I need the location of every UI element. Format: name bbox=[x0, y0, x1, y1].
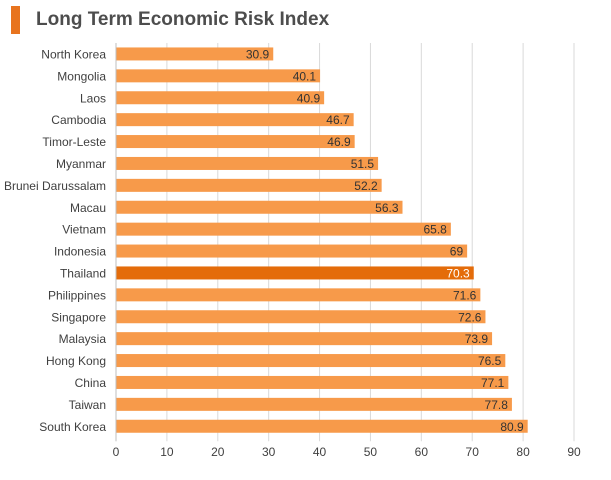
category-label: Philippines bbox=[48, 288, 106, 302]
bar-thailand bbox=[116, 266, 474, 280]
bar-china bbox=[116, 375, 509, 389]
data-label: 70.3 bbox=[446, 266, 470, 280]
x-tick-label: 40 bbox=[313, 445, 327, 459]
category-label: Mongolia bbox=[57, 69, 106, 83]
category-label: North Korea bbox=[41, 47, 106, 61]
category-label: Hong Kong bbox=[46, 354, 106, 368]
bar-macau bbox=[116, 200, 403, 214]
data-label: 65.8 bbox=[423, 223, 447, 237]
category-label: Indonesia bbox=[54, 245, 106, 259]
category-label: Macau bbox=[70, 201, 106, 215]
bar-philippines bbox=[116, 288, 481, 302]
bar-mongolia bbox=[116, 69, 321, 83]
chart-title: Long Term Economic Risk Index bbox=[36, 9, 330, 30]
category-label: China bbox=[75, 376, 107, 390]
data-label: 76.5 bbox=[478, 354, 502, 368]
data-label: 46.9 bbox=[327, 135, 351, 149]
bars: 30.9 40.1 40.9 46.7 46.951.5 52.2 56.3 65.869 70… bbox=[116, 47, 528, 434]
category-label: Cambodia bbox=[51, 113, 106, 127]
category-label: Timor-Leste bbox=[42, 135, 106, 149]
x-tick-label: 50 bbox=[364, 445, 378, 459]
x-tick-label: 0 bbox=[113, 445, 120, 459]
category-label: South Korea bbox=[39, 420, 106, 434]
category-label: Laos bbox=[80, 91, 106, 105]
x-tick-label: 60 bbox=[415, 445, 429, 459]
bar-vietnam bbox=[116, 222, 451, 236]
x-tick-label: 10 bbox=[160, 445, 174, 459]
data-label: 73.9 bbox=[465, 332, 489, 346]
x-tick-label: 70 bbox=[466, 445, 480, 459]
bar-south-korea bbox=[116, 419, 528, 433]
data-label: 77.8 bbox=[485, 398, 509, 412]
bar-malaysia bbox=[116, 332, 493, 346]
category-label: Thailand bbox=[60, 266, 106, 280]
bar-hong-kong bbox=[116, 354, 506, 368]
bar-cambodia bbox=[116, 113, 354, 127]
data-label: 40.1 bbox=[293, 69, 317, 83]
data-label: 40.9 bbox=[297, 91, 321, 105]
x-tick-label: 80 bbox=[516, 445, 530, 459]
x-tick-label: 90 bbox=[567, 445, 581, 459]
category-label: Myanmar bbox=[56, 157, 106, 171]
category-label: Singapore bbox=[51, 310, 106, 324]
category-label: Vietnam bbox=[62, 223, 106, 237]
data-label: 56.3 bbox=[375, 201, 399, 215]
data-label: 77.1 bbox=[481, 376, 505, 390]
bar-north-korea bbox=[116, 47, 274, 61]
title-accent-bar bbox=[11, 6, 20, 34]
data-label: 71.6 bbox=[453, 288, 477, 302]
data-label: 30.9 bbox=[246, 47, 270, 61]
x-tick-label: 30 bbox=[262, 445, 276, 459]
bar-brunei-darussalam bbox=[116, 178, 382, 192]
bar-singapore bbox=[116, 310, 486, 324]
data-label: 80.9 bbox=[500, 420, 524, 434]
bar-timor-leste bbox=[116, 135, 355, 149]
category-label: Taiwan bbox=[69, 398, 106, 412]
category-label: Malaysia bbox=[59, 332, 107, 346]
category-label: Brunei Darussalam bbox=[4, 179, 106, 193]
data-label: 46.7 bbox=[326, 113, 350, 127]
bar-indonesia bbox=[116, 244, 468, 258]
data-label: 69 bbox=[450, 245, 464, 259]
bar-myanmar bbox=[116, 156, 379, 170]
axes: 0 10 20 30 40 50 60 70 80 90 North Korea Mongolia La… bbox=[4, 43, 581, 459]
data-label: 52.2 bbox=[354, 179, 378, 193]
x-tick-label: 20 bbox=[211, 445, 225, 459]
bar-laos bbox=[116, 91, 325, 105]
bar-taiwan bbox=[116, 397, 512, 411]
data-label: 72.6 bbox=[458, 310, 482, 324]
data-label: 51.5 bbox=[351, 157, 375, 171]
